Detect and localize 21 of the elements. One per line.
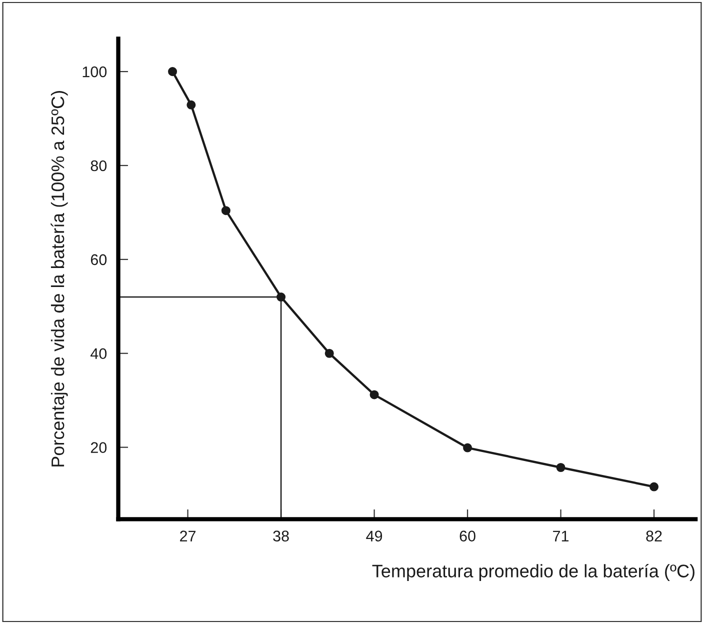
point bbox=[650, 482, 659, 492]
point bbox=[168, 67, 178, 76]
point bbox=[556, 462, 566, 472]
x-tick-label: 82 bbox=[646, 530, 662, 542]
x-tick-label: 38 bbox=[273, 530, 289, 542]
y-tick-label: 80 bbox=[90, 160, 107, 172]
x-tick-label: 27 bbox=[180, 530, 196, 542]
x-tick-label: 71 bbox=[553, 530, 569, 542]
point bbox=[221, 206, 230, 216]
point bbox=[463, 443, 472, 452]
x-tick-label: 60 bbox=[460, 530, 476, 542]
y-tick-label: 40 bbox=[90, 348, 107, 360]
x-tick-label: 49 bbox=[366, 530, 382, 542]
x-axis-title: Temperatura promedio de la batería (ºC) bbox=[372, 564, 694, 582]
point bbox=[186, 100, 196, 110]
y-axis-title: Porcentaje de vida de la batería (100% a 25ºC) bbox=[50, 91, 68, 466]
point bbox=[324, 348, 334, 358]
y-tick-label: 100 bbox=[82, 66, 107, 78]
y-tick-label: 20 bbox=[90, 442, 107, 453]
point bbox=[370, 390, 379, 400]
y-tick-label: 60 bbox=[90, 254, 107, 266]
